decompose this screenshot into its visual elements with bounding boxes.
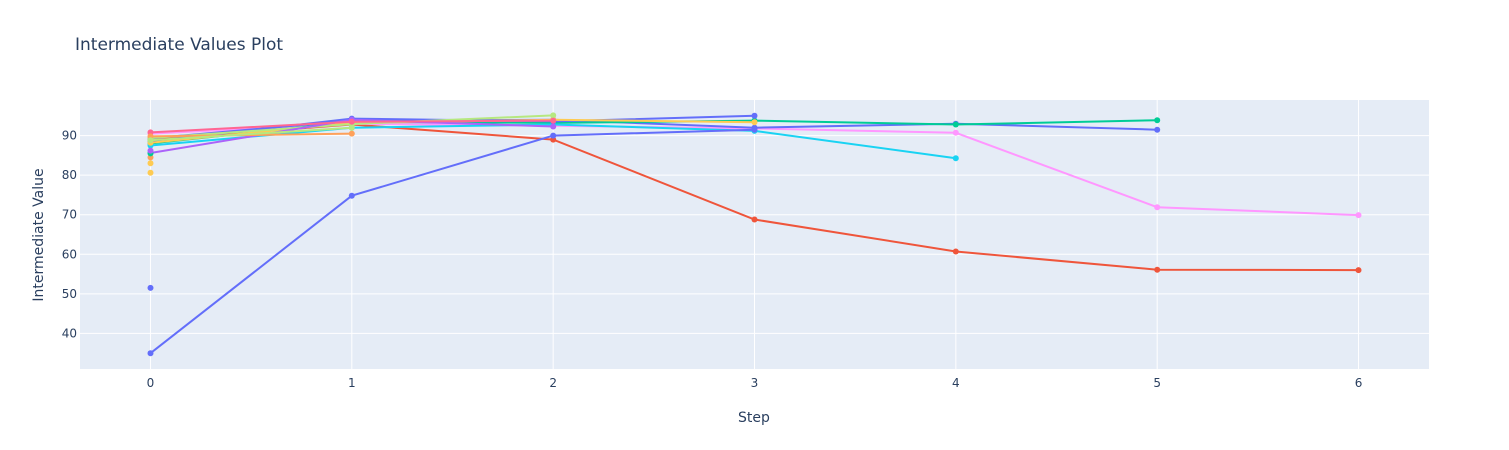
data-point[interactable] xyxy=(348,118,355,125)
y-tick-label: 70 xyxy=(62,208,77,222)
data-point[interactable] xyxy=(751,216,758,223)
data-point[interactable] xyxy=(147,160,154,167)
x-axis-title: Step xyxy=(738,410,770,426)
data-point[interactable] xyxy=(147,284,154,291)
x-tick-label: 1 xyxy=(348,376,356,390)
data-point[interactable] xyxy=(751,126,758,133)
x-tick-label: 5 xyxy=(1153,376,1161,390)
series-layer xyxy=(147,112,1362,357)
x-tick-label: 0 xyxy=(147,376,155,390)
chart-title: Intermediate Values Plot xyxy=(75,35,283,55)
data-point[interactable] xyxy=(1154,204,1161,211)
data-point[interactable] xyxy=(1154,266,1161,273)
data-point[interactable] xyxy=(147,137,154,144)
data-point[interactable] xyxy=(1154,126,1161,133)
y-tick-label: 50 xyxy=(62,287,77,301)
series-line xyxy=(150,126,352,142)
data-point[interactable] xyxy=(952,121,959,128)
data-point[interactable] xyxy=(348,124,355,131)
data-point[interactable] xyxy=(550,123,557,130)
data-point[interactable] xyxy=(1355,212,1362,219)
tick-labels: 0 1 2 3 4 5 6 40 50 60 70 80 90 xyxy=(62,129,1363,390)
series-13 xyxy=(147,124,355,144)
series-6 xyxy=(147,126,758,357)
series-16 xyxy=(147,160,154,167)
data-point[interactable] xyxy=(550,117,557,124)
y-axis-title: Intermediate Value xyxy=(31,168,47,301)
data-point[interactable] xyxy=(1154,117,1161,124)
data-point[interactable] xyxy=(952,129,959,136)
data-point[interactable] xyxy=(952,248,959,255)
data-point[interactable] xyxy=(751,119,758,126)
data-point[interactable] xyxy=(550,112,557,119)
x-tick-label: 2 xyxy=(549,376,557,390)
data-point[interactable] xyxy=(1355,267,1362,274)
x-tick-label: 4 xyxy=(952,376,960,390)
data-point[interactable] xyxy=(550,132,557,139)
data-point[interactable] xyxy=(147,169,154,176)
x-tick-label: 3 xyxy=(751,376,759,390)
y-tick-label: 60 xyxy=(62,247,77,261)
y-tick-label: 80 xyxy=(62,168,77,182)
data-point[interactable] xyxy=(147,350,154,357)
x-tick-label: 6 xyxy=(1355,376,1363,390)
data-point[interactable] xyxy=(348,192,355,199)
data-point[interactable] xyxy=(751,112,758,119)
series-19 xyxy=(147,147,154,154)
grid-lines xyxy=(80,100,1429,369)
y-tick-label: 90 xyxy=(62,129,77,143)
data-point[interactable] xyxy=(952,155,959,162)
series-line xyxy=(149,128,755,354)
data-point[interactable] xyxy=(348,130,355,137)
y-tick-label: 40 xyxy=(62,326,77,340)
series-15 xyxy=(147,169,154,176)
series-14 xyxy=(147,284,154,291)
data-point[interactable] xyxy=(147,147,154,154)
